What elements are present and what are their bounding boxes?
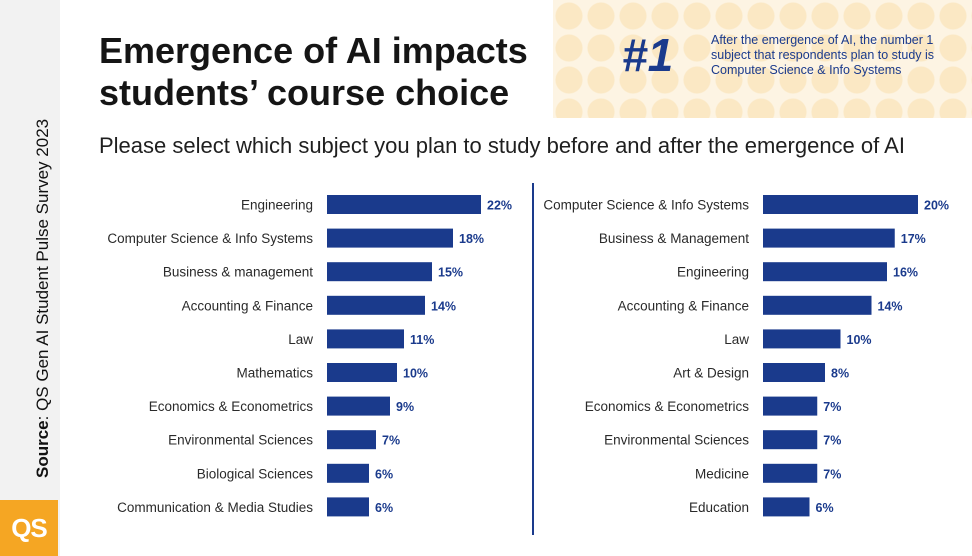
before-bar [327, 228, 453, 248]
before-bar [327, 329, 404, 349]
before-category-label: Law [288, 332, 313, 347]
after-category-label: Business & Management [599, 231, 749, 246]
after-category-label: Art & Design [673, 366, 749, 381]
after-value-label: 7% [823, 467, 841, 481]
before-category-label: Communication & Media Studies [117, 500, 313, 515]
before-bar [327, 463, 369, 483]
after-value-label: 14% [878, 299, 903, 313]
after-bar [763, 396, 818, 416]
after-category-label: Law [724, 332, 749, 347]
callout-number: #1 [622, 29, 674, 81]
page-title: Emergence of AI impacts students’ course… [99, 30, 528, 114]
after-bar [763, 329, 841, 349]
before-value-label: 6% [375, 467, 393, 481]
before-category-label: Accounting & Finance [182, 298, 313, 313]
before-category-label: Biological Sciences [197, 466, 314, 481]
before-value-label: 10% [403, 367, 428, 381]
callout-background-pattern [553, 0, 972, 118]
before-bar [327, 430, 376, 450]
before-bar [327, 396, 390, 416]
before-value-label: 7% [382, 434, 400, 448]
after-bar [763, 363, 825, 382]
after-bar [763, 463, 818, 483]
after-category-label: Computer Science & Info Systems [543, 198, 749, 213]
before-bar [327, 295, 425, 315]
before-category-label: Engineering [241, 198, 313, 213]
before-category-label: Mathematics [236, 366, 313, 381]
before-value-label: 9% [396, 400, 414, 414]
side-strip [0, 0, 60, 556]
before-category-label: Business & management [163, 265, 313, 280]
after-value-label: 17% [901, 232, 926, 246]
after-category-label: Environmental Sciences [604, 433, 749, 448]
after-bar [763, 295, 872, 315]
before-category-label: Environmental Sciences [168, 433, 313, 448]
before-category-label: Economics & Econometrics [149, 399, 314, 414]
before-value-label: 15% [438, 266, 463, 280]
after-category-label: Medicine [695, 466, 749, 481]
before-bar [327, 195, 481, 214]
after-bar [763, 262, 887, 282]
chart-subtitle: Please select which subject you plan to … [99, 133, 905, 158]
after-category-label: Engineering [677, 265, 749, 280]
before-value-label: 6% [375, 501, 393, 515]
after-category-label: Accounting & Finance [618, 298, 749, 313]
after-bar [763, 228, 895, 248]
before-value-label: 22% [487, 199, 512, 213]
before-value-label: 18% [459, 232, 484, 246]
before-value-label: 14% [431, 299, 456, 313]
after-value-label: 16% [893, 266, 918, 280]
before-bar [327, 363, 397, 382]
after-value-label: 8% [831, 367, 849, 381]
chart-divider [532, 183, 534, 535]
after-category-label: Economics & Econometrics [585, 399, 750, 414]
before-bar [327, 262, 432, 282]
after-bar [763, 497, 810, 517]
qs-logo: QS [0, 500, 58, 556]
chart-before-ai: Engineering 22% Computer Science & Info Sy… [107, 195, 512, 517]
before-bar [327, 497, 369, 517]
title-line-2: students’ course choice [99, 72, 510, 113]
title-line-1: Emergence of AI impacts [99, 30, 528, 71]
after-value-label: 6% [816, 501, 834, 515]
callout-text: After the emergence of AI, the number 1 … [711, 33, 935, 77]
after-bar [763, 195, 918, 214]
after-value-label: 7% [823, 434, 841, 448]
after-category-label: Education [689, 500, 749, 515]
before-value-label: 11% [410, 333, 434, 347]
after-value-label: 10% [847, 333, 872, 347]
after-value-label: 20% [924, 199, 949, 213]
before-category-label: Computer Science & Info Systems [107, 231, 313, 246]
after-bar [763, 430, 818, 450]
after-value-label: 7% [823, 400, 841, 414]
